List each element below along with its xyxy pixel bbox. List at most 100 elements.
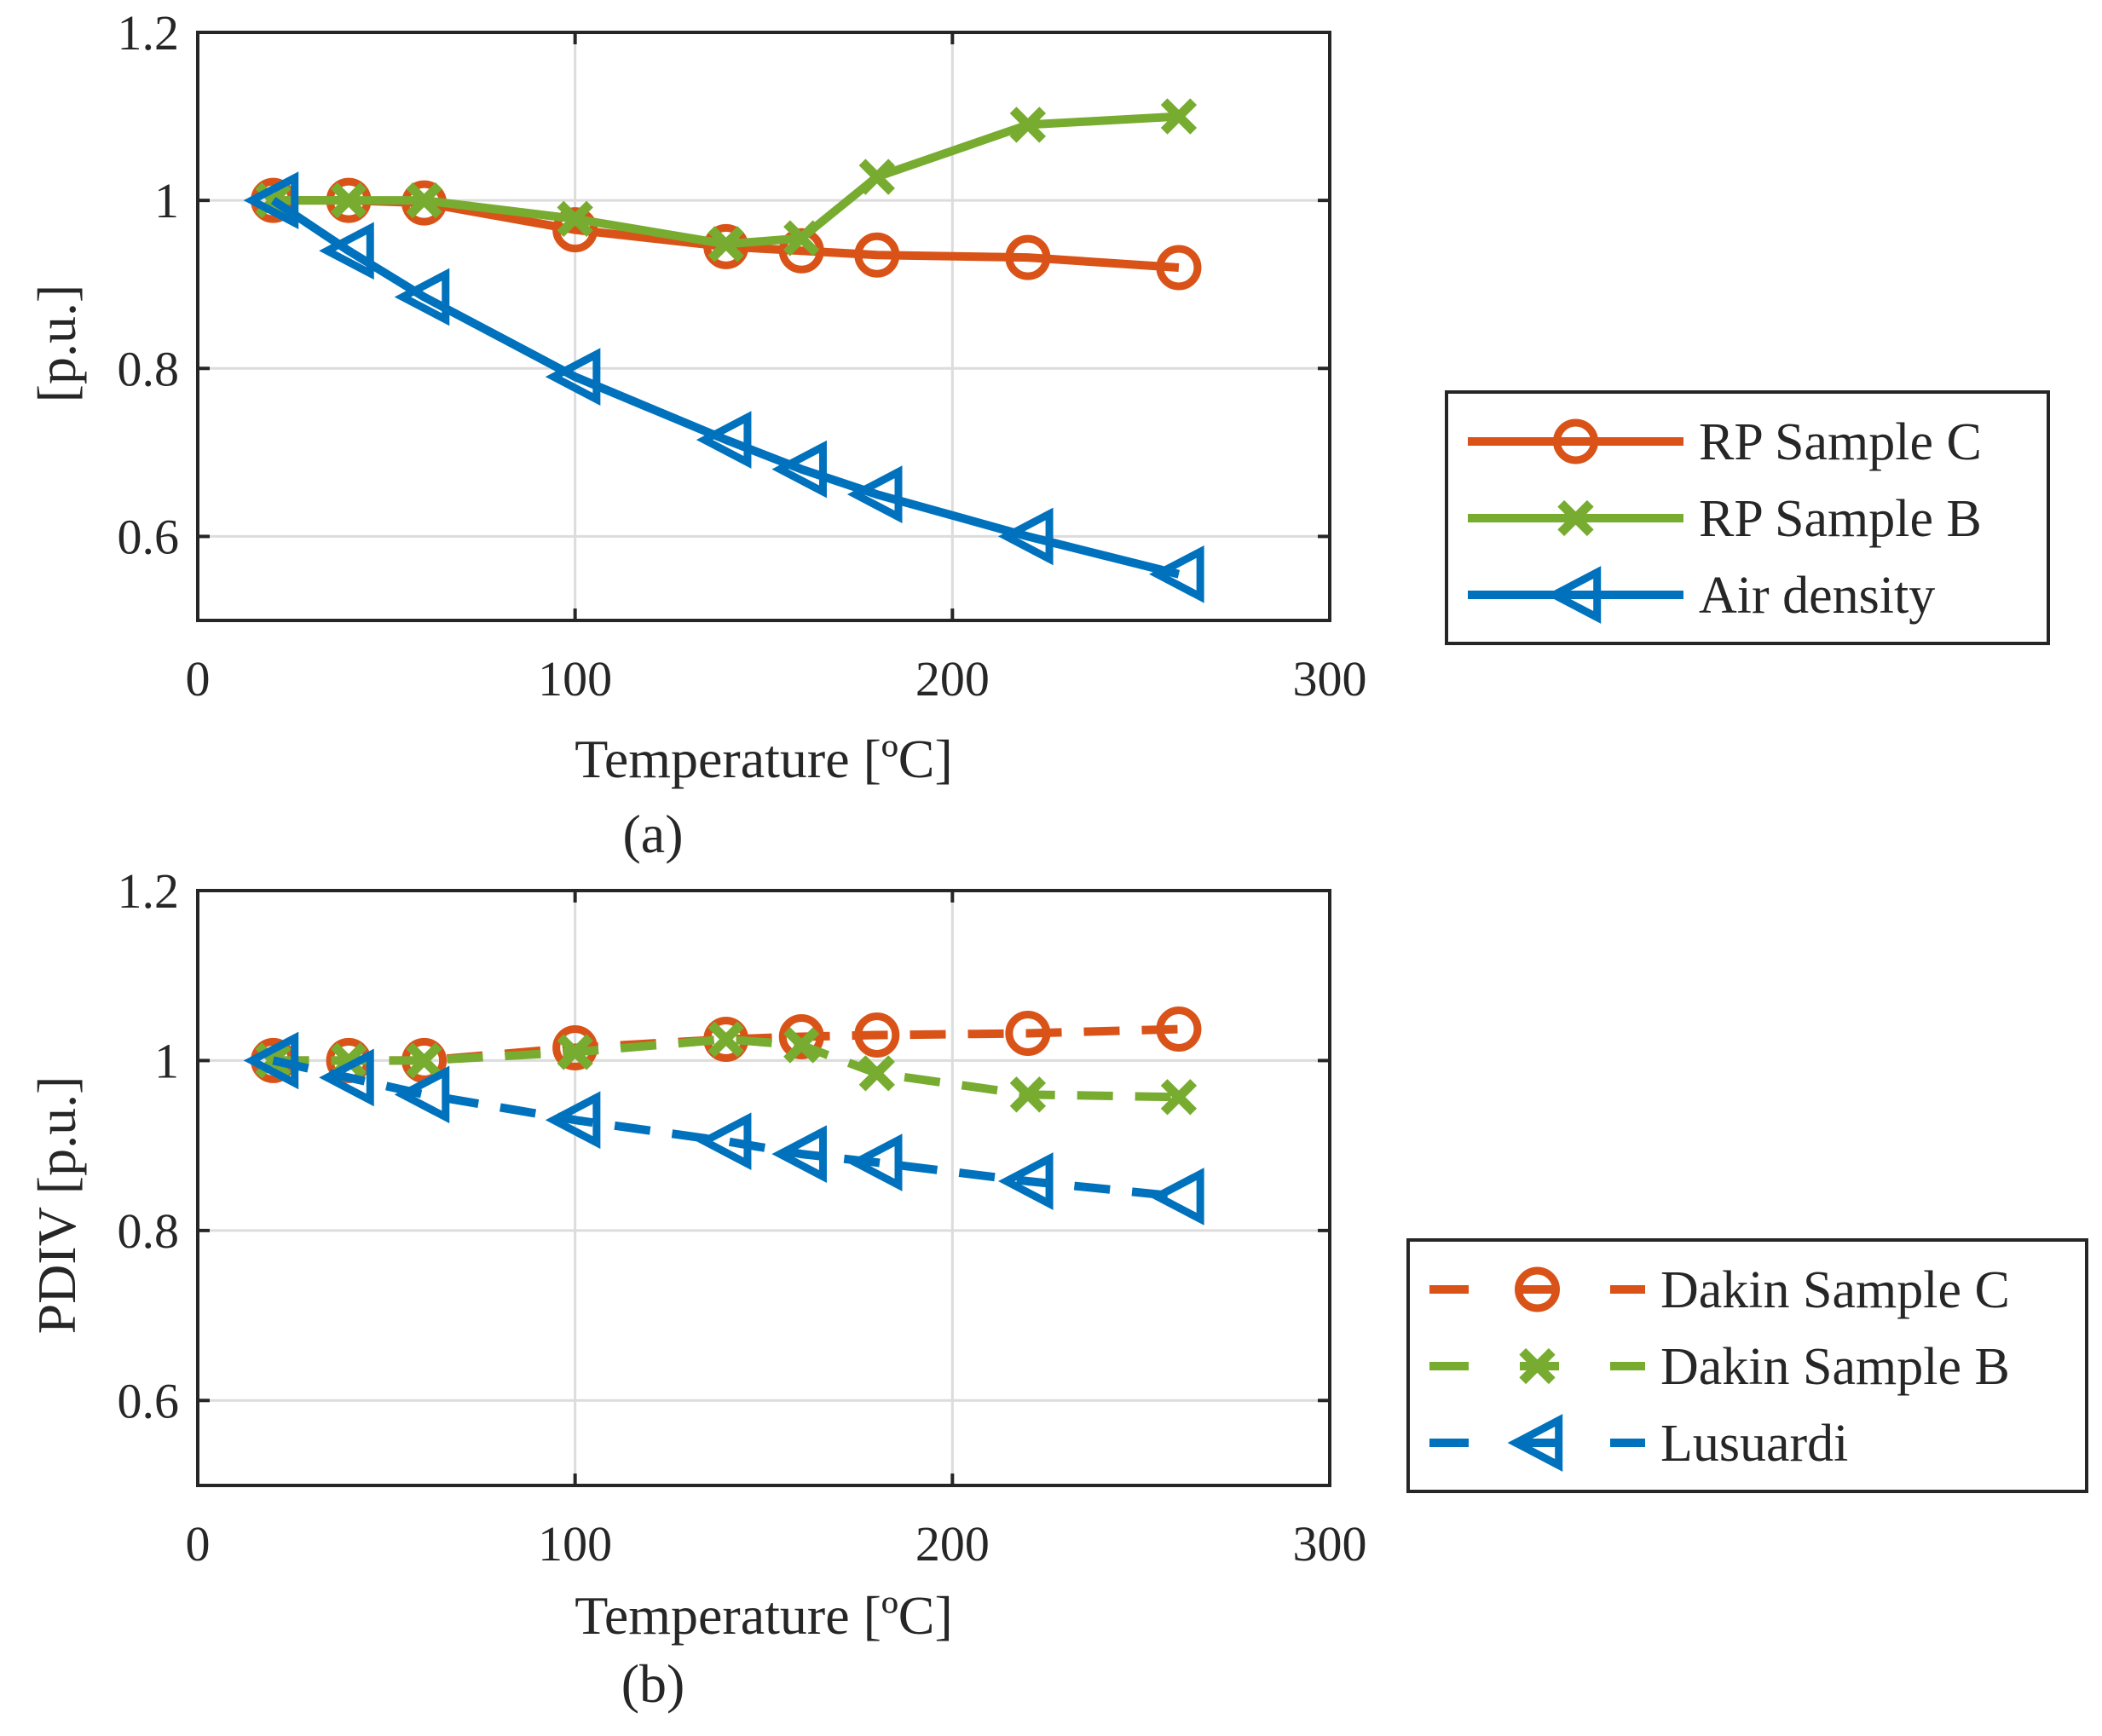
chart-a-x-axis-label: Temperature [ºC] [575, 729, 953, 789]
chart-a-y-tick-label: 0.6 [118, 509, 180, 564]
chart-a-series-air-density-point [319, 222, 374, 280]
chart-b-series-lusuardi-point [1149, 1168, 1204, 1226]
chart-a-series [243, 98, 1204, 603]
chart-a-series-rp-sample-c-point [1005, 234, 1051, 280]
chart-a-x-tick-label: 300 [1293, 651, 1367, 707]
chart-b-series-lusuardi-line [272, 1056, 1180, 1201]
chart-b-legend-entry-lusuardi-marker [1507, 1414, 1563, 1472]
chart-a-series-air-density-point [545, 348, 601, 406]
chart-a-legend-entry-rp-sample-b-marker [1557, 499, 1594, 537]
chart-a-grid [198, 32, 1330, 620]
chart-b-series-lusuardi-point [319, 1048, 374, 1107]
chart-b-series-dakin-sample-b-point [858, 1055, 895, 1092]
chart-b-x-tick-label: 200 [915, 1516, 990, 1572]
chart-a-series-air-density [243, 171, 1204, 603]
chart-b-y-axis-label: PDIV [p.u.] [26, 1076, 87, 1335]
chart-a-series-air-density-point [696, 411, 752, 469]
chart-b-legend-entry-lusuardi: Lusuardi [1429, 1414, 1848, 1473]
chart-b-series-lusuardi [243, 1031, 1204, 1226]
chart-b-series-dakin-sample-b-point [1160, 1079, 1198, 1116]
chart-a-legend-entry-rp-sample-c-label: RP Sample C [1699, 413, 1982, 471]
chart-b-series [243, 1006, 1204, 1226]
chart-a-series-rp-sample-b-point [1160, 98, 1198, 135]
chart-a-series-rp-sample-b-point [330, 182, 367, 219]
chart-a-legend-entry-air-density: Air density [1468, 566, 1935, 625]
chart-b-legend-entry-dakin-sample-b-marker [1519, 1347, 1556, 1385]
chart-a-legend: RP Sample C RP Sample B Air density [1445, 390, 2050, 645]
chart-a-legend-entry-rp-sample-c: RP Sample C [1468, 413, 1982, 471]
chart-a-series-rp-sample-c-point [552, 207, 598, 253]
chart-b-series-dakin-sample-b [255, 1021, 1198, 1116]
chart-b-x-tick-label: 0 [186, 1516, 211, 1572]
chart-b-series-dakin-sample-c-point [778, 1014, 824, 1060]
chart-a-series-rp-sample-b-point [557, 200, 593, 237]
chart-a-plot-area [198, 32, 1330, 620]
chart-a-series-rp-sample-c-point [1156, 245, 1202, 291]
chart-b-series-dakin-sample-b-point [557, 1034, 593, 1070]
chart-b-series-dakin-sample-c-point [1005, 1011, 1051, 1057]
chart-b-series-lusuardi-point [846, 1133, 903, 1191]
chart-a-series-rp-sample-c-point [854, 232, 900, 278]
chart-b-legend-entry-lusuardi-label: Lusuardi [1660, 1415, 1848, 1473]
chart-b-series-dakin-sample-b-point [406, 1042, 442, 1079]
chart-b: 0 100 200 300 0.6 0.8 1 1.2 Temperature [ºC] PDIV… [26, 863, 2088, 1714]
chart-a-series-rp-sample-b-point [783, 220, 820, 257]
chart-b-series-lusuardi-point [997, 1152, 1054, 1210]
chart-a-series-air-density-point [846, 465, 903, 523]
chart-b-legend-entry-dakin-sample-c-marker [1515, 1266, 1560, 1312]
chart-b-legend: Dakin Sample C Dakin Sample B Lusuardi [1406, 1238, 2088, 1493]
chart-a-legend-entry-air-density-marker [1545, 566, 1602, 624]
chart-b-x-tick-label: 300 [1293, 1516, 1367, 1572]
chart-b-axes-frame [196, 889, 1331, 1487]
chart-b-series-lusuardi-point [394, 1065, 450, 1124]
chart-a-series-rp-sample-b-point [1009, 107, 1047, 143]
chart-b-series-dakin-sample-b-line [273, 1035, 1180, 1102]
chart-b-legend-entry-dakin-sample-c-label: Dakin Sample C [1660, 1261, 2010, 1319]
chart-a-series-air-density-point [243, 171, 299, 229]
chart-b-y-tick-label: 0.6 [118, 1373, 180, 1428]
chart-b-x-axis-label: Temperature [ºC] [575, 1585, 953, 1646]
chart-b-x-tick-label: 100 [538, 1516, 612, 1572]
chart-a-legend-entry-rp-sample-b: RP Sample B [1468, 490, 1982, 548]
chart-b-series-lusuardi-point [696, 1112, 752, 1170]
chart-a-x-tick-label: 0 [186, 651, 211, 707]
chart-b-series-lusuardi-point [545, 1091, 601, 1150]
chart-a-legend-entry-rp-sample-c-marker [1553, 418, 1598, 464]
chart-a-x-tick-label: 200 [915, 651, 990, 707]
chart-a-series-air-density-point [771, 440, 827, 499]
chart-b-legend-entry-dakin-sample-c: Dakin Sample C [1429, 1261, 2010, 1319]
chart-a-series-air-density-point [1149, 545, 1204, 603]
chart-a-y-tick-label: 1.2 [118, 5, 180, 61]
chart-a-series-rp-sample-b-point [858, 159, 895, 195]
chart-b-y-tick-label: 1 [154, 1033, 179, 1088]
chart-b-series-dakin-sample-b-point [1009, 1076, 1047, 1113]
chart-a-y-tick-label: 1 [154, 173, 179, 228]
chart-a-y-tick-label: 0.8 [118, 341, 180, 396]
chart-b-series-dakin-sample-c-point [1156, 1006, 1202, 1053]
chart-b-y-tick-label: 1.2 [118, 863, 180, 919]
chart-a-x-tick-label: 100 [538, 651, 612, 707]
chart-b-series-lusuardi-point [243, 1031, 299, 1090]
chart-b-y-tick-label: 0.8 [118, 1203, 180, 1259]
chart-b-legend-entry-dakin-sample-b: Dakin Sample B [1429, 1338, 2010, 1396]
chart-b-series-dakin-sample-c-line [273, 1024, 1180, 1065]
chart-a-legend-entry-rp-sample-b-label: RP Sample B [1699, 490, 1982, 548]
chart-b-series-dakin-sample-b-point [707, 1021, 744, 1058]
chart-b-series-lusuardi-point [771, 1125, 827, 1183]
chart-a-series-air-density-point [394, 268, 450, 326]
chart-b-caption: (b) [621, 1653, 685, 1714]
chart-b-plot-area [198, 891, 1330, 1485]
chart-b-series-dakin-sample-c-point [854, 1012, 900, 1058]
chart-a-y-axis-label: [p.u.] [26, 285, 87, 403]
chart-b-series-dakin-sample-b-point [783, 1027, 820, 1064]
chart-b-legend-entry-dakin-sample-b-label: Dakin Sample B [1660, 1338, 2010, 1396]
chart-a-series-rp-sample-b-point [406, 182, 442, 219]
chart-a-caption: (a) [622, 804, 683, 864]
chart-a-legend-entry-air-density-label: Air density [1699, 567, 1935, 625]
chart-a-axes-frame [196, 31, 1331, 622]
chart-a-series-air-density-point [997, 507, 1054, 566]
chart-a-series-rp-sample-b-point [707, 226, 744, 262]
chart-a: 0 100 200 300 0.6 0.8 1 1.2 Temperature [ºC] [p.u… [26, 5, 2050, 864]
chart-b-grid [198, 891, 1330, 1485]
